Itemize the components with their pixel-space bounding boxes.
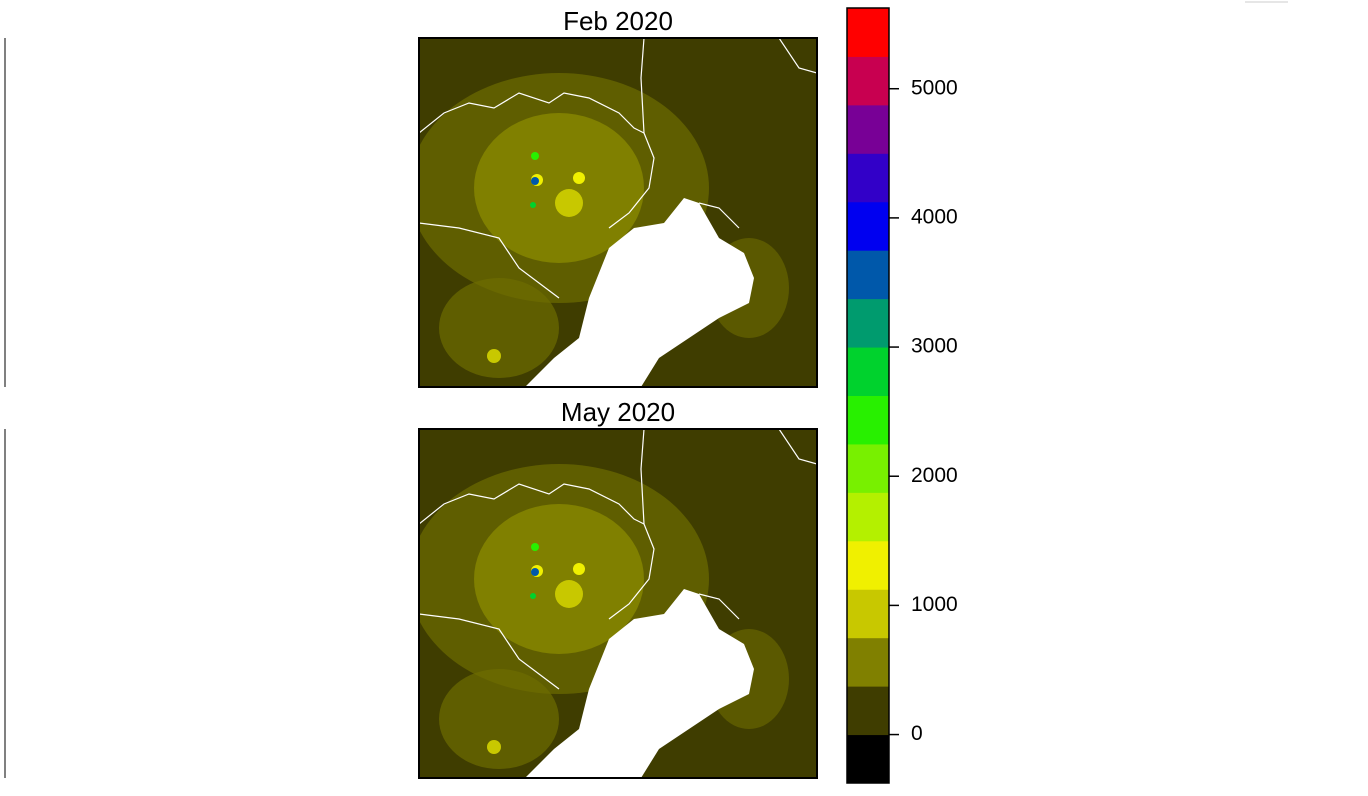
colorbar: 0 1000 2000 3000 4000 5000 bbox=[846, 7, 958, 784]
map-frame bbox=[418, 37, 818, 388]
color-bin bbox=[847, 395, 889, 445]
color-bin bbox=[847, 589, 889, 639]
tick-label: 1000 bbox=[911, 593, 958, 616]
tick-label: 4000 bbox=[911, 205, 958, 228]
panel-title: Feb 2020 bbox=[563, 6, 673, 36]
color-bin bbox=[847, 443, 889, 493]
color-bin bbox=[847, 201, 889, 251]
panels: Feb 2020 May 2020 bbox=[409, 6, 818, 779]
panel-title: May 2020 bbox=[561, 397, 675, 427]
map-image bbox=[409, 429, 817, 778]
tick-label: 5000 bbox=[911, 76, 958, 99]
color-bin bbox=[847, 347, 889, 396]
color-bin bbox=[847, 734, 889, 784]
color-bin bbox=[847, 8, 889, 57]
color-bin bbox=[847, 540, 889, 590]
colorbar-frame bbox=[846, 7, 890, 784]
color-bin bbox=[847, 153, 889, 203]
color-bin bbox=[847, 56, 889, 106]
color-bin bbox=[847, 492, 889, 542]
tick-label: 2000 bbox=[911, 464, 958, 487]
tick-label: 3000 bbox=[911, 335, 958, 358]
color-bin bbox=[847, 686, 889, 736]
color-bin bbox=[847, 250, 889, 300]
color-bin bbox=[847, 104, 889, 154]
color-bin bbox=[847, 637, 889, 687]
tick-label: 0 bbox=[911, 722, 923, 745]
color-bin bbox=[847, 298, 889, 348]
map-image bbox=[409, 38, 817, 387]
map-frame bbox=[418, 428, 818, 779]
